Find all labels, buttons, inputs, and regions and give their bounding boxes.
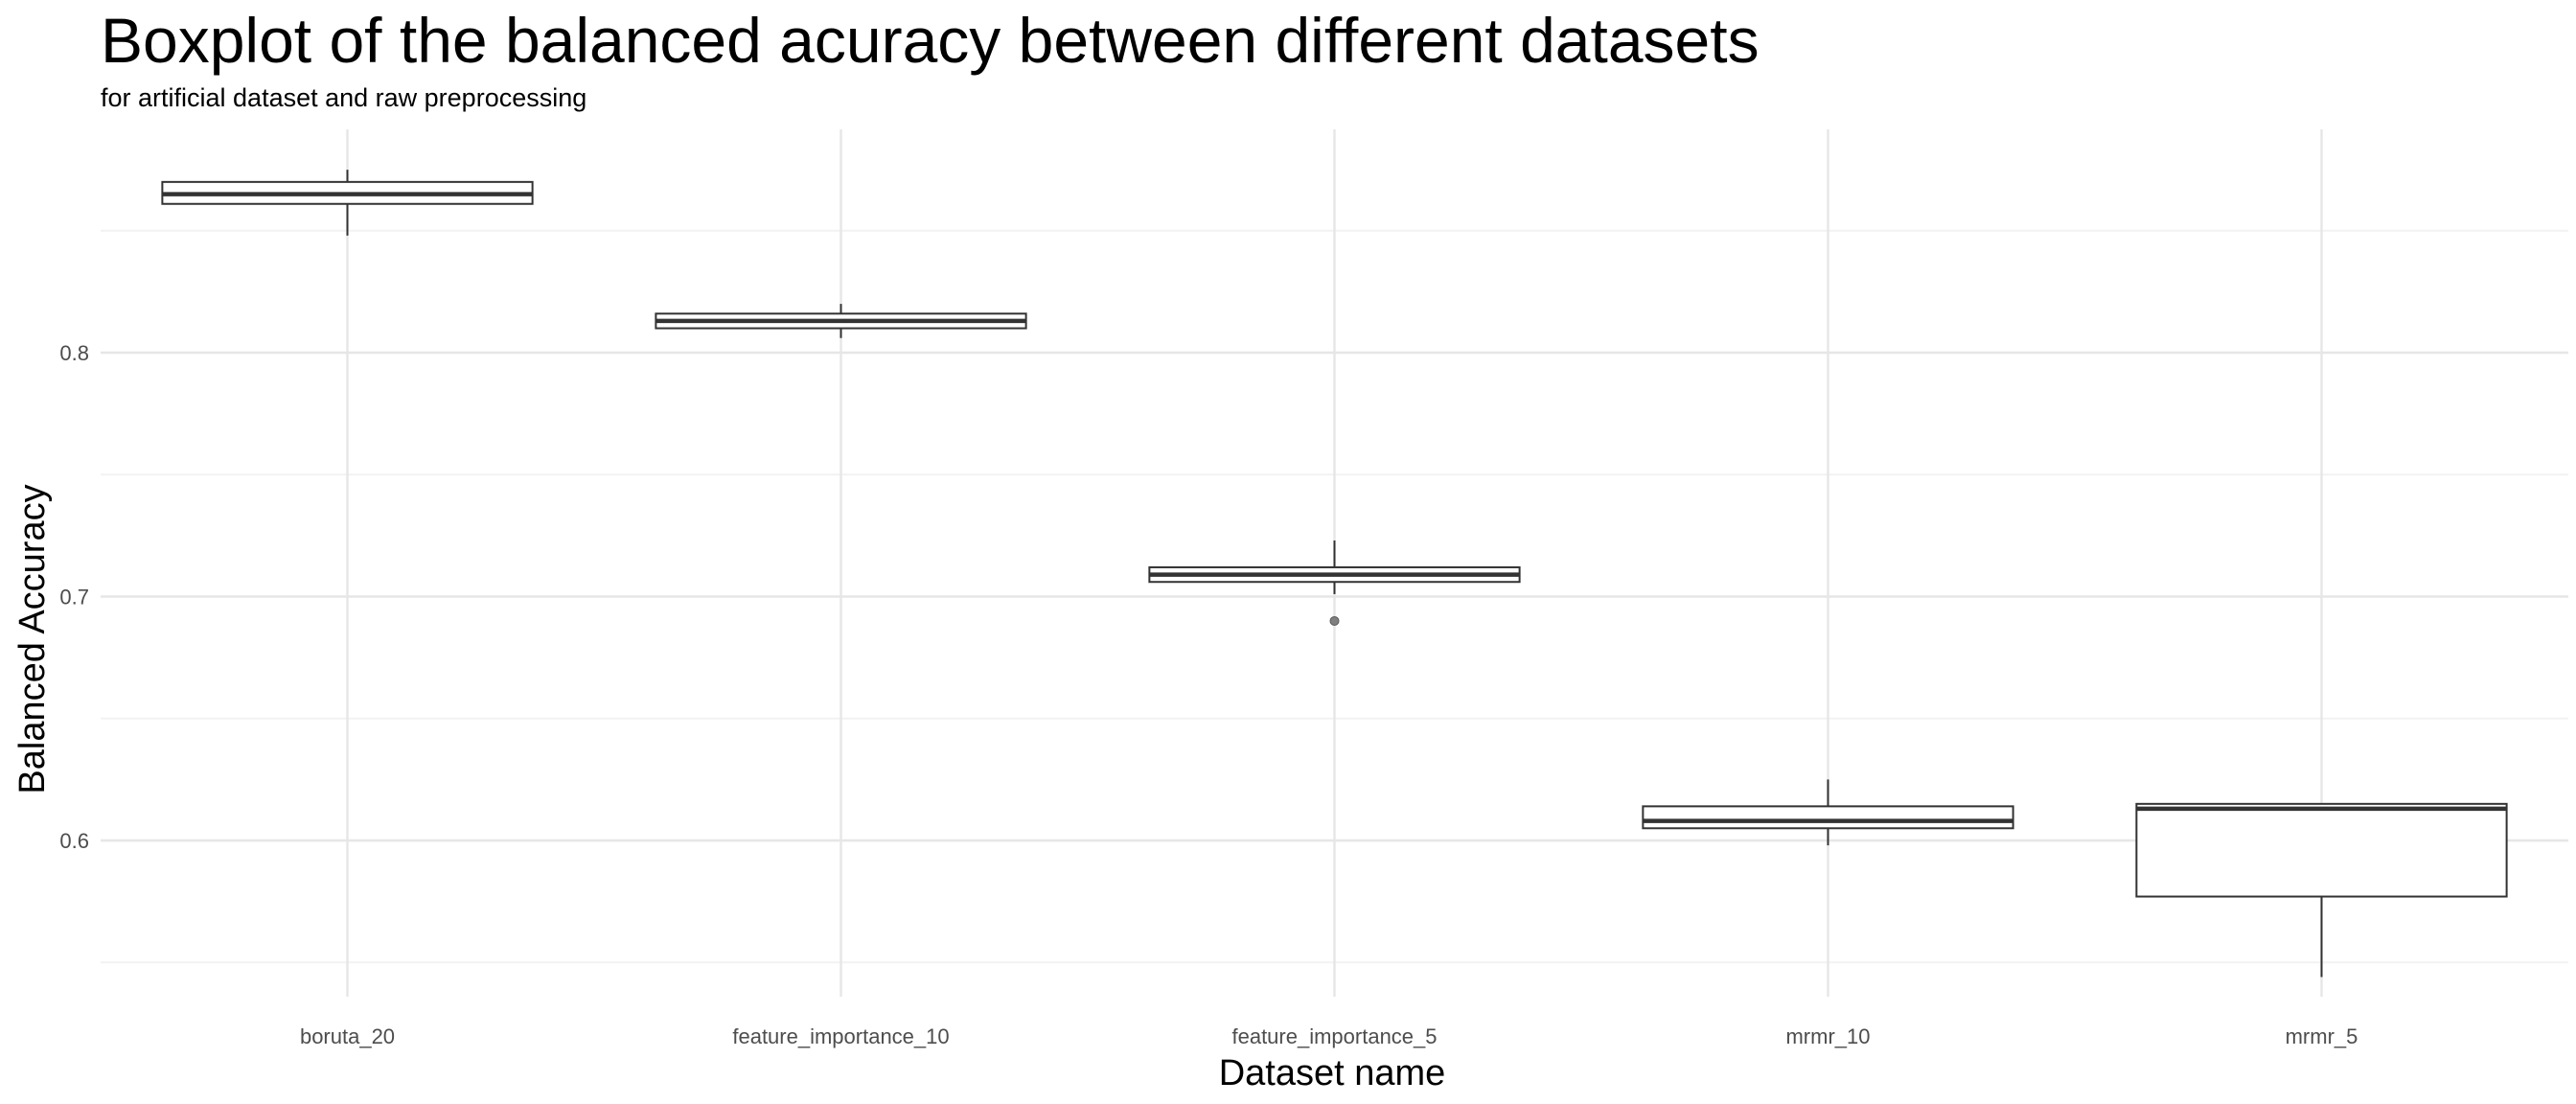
chart-subtitle: for artificial dataset and raw preproces…: [101, 83, 587, 112]
chart-title: Boxplot of the balanced acuracy between …: [101, 5, 1760, 76]
boxes: [161, 170, 2508, 978]
y-tick-label: 0.6: [59, 829, 89, 853]
grid-lines: [101, 129, 2568, 997]
iqr-box: [2135, 802, 2508, 898]
box-mrmr_10: [1642, 779, 2014, 846]
x-axis-ticks: boruta_20 feature_importance_10 feature_im…: [300, 1024, 2358, 1048]
x-axis-title: Dataset name: [1219, 1053, 1446, 1093]
box-feature_importance_10: [655, 304, 1027, 338]
x-tick-label: feature_importance_5: [1231, 1024, 1437, 1048]
y-axis-ticks: 0.6 0.7 0.8: [59, 341, 89, 853]
x-tick-label: mrmr_10: [1785, 1024, 1870, 1048]
y-tick-label: 0.7: [59, 586, 89, 610]
x-tick-label: feature_importance_10: [732, 1024, 949, 1048]
box-feature_importance_5: [1148, 540, 1521, 626]
y-axis-title: Balanced Accuracy: [12, 484, 53, 794]
x-tick-label: boruta_20: [300, 1024, 395, 1048]
box-mrmr_5: [2135, 802, 2508, 978]
x-tick-label: mrmr_5: [2286, 1024, 2358, 1048]
outlier-point: [1329, 615, 1340, 626]
box-boruta_20: [161, 170, 534, 236]
y-tick-label: 0.8: [59, 341, 89, 365]
iqr-box: [1642, 805, 2014, 830]
